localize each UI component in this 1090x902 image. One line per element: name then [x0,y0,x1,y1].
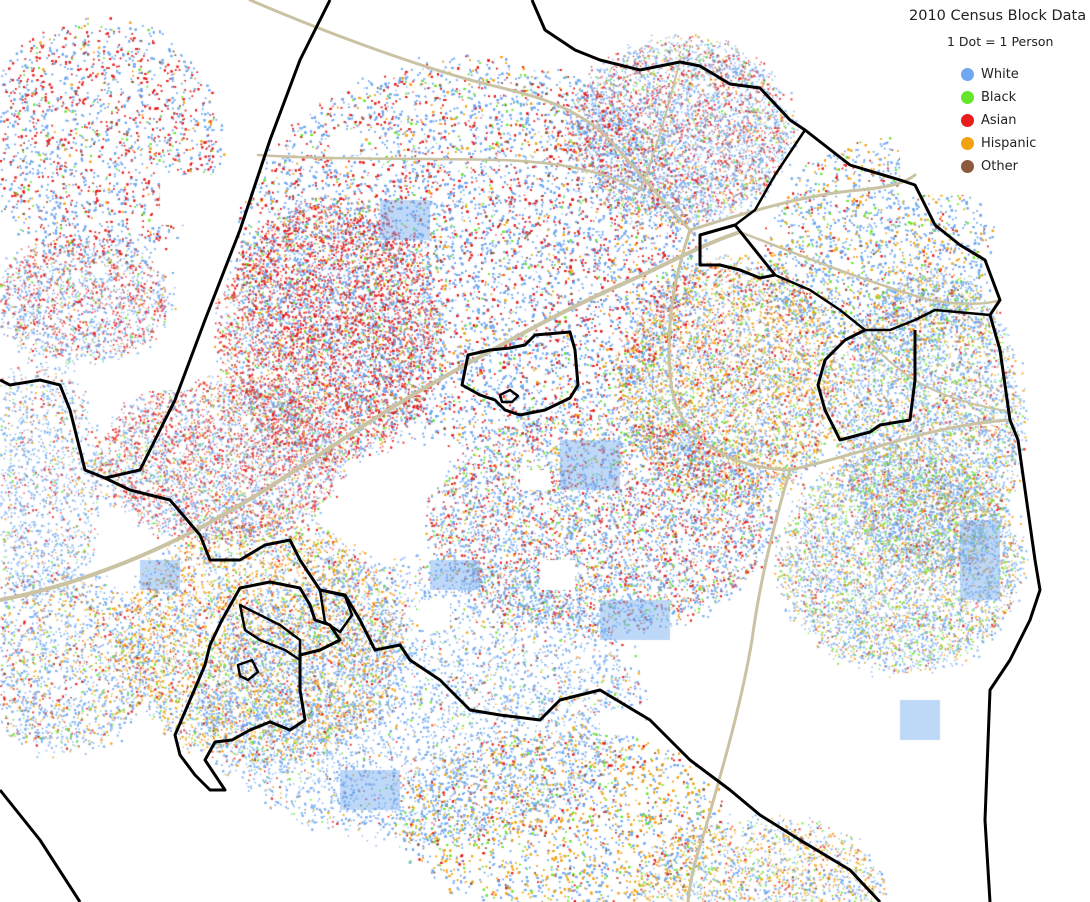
town-boundary-manassas-inner [236,658,260,682]
county-boundary-west [0,0,332,480]
highway-route-east [738,230,1002,305]
highway-route-north [248,0,692,232]
county-boundary-arlington-split [734,129,991,332]
town-boundary-fairfax-inner [498,388,520,404]
highway-route-central [256,153,642,192]
city-boundary-manassas [173,580,342,792]
city-boundary-fairfax [460,330,580,417]
city-boundary-manassas-park [238,603,302,662]
county-boundary-southwest [0,789,82,902]
map-legend: 2010 Census Block Data 1 Dot = 1 Person … [906,8,1087,178]
highway-beltway [667,228,1012,472]
highway-route-west [0,230,742,602]
legend-swatch-white [961,68,974,81]
legend-item-other: Other [961,155,1084,178]
legend-title: 2010 Census Block Data [909,8,1087,24]
highway-route-southeast [859,329,1013,413]
city-boundary-falls-church [698,223,777,280]
legend-label-asian: Asian [981,113,1017,128]
legend-swatch-black [961,91,974,104]
highway-network [0,0,1013,902]
jurisdiction-boundaries [0,0,1042,902]
legend-item-asian: Asian [961,109,1084,132]
highway-route-north-spur [639,59,681,191]
legend-swatch-other [961,160,974,173]
county-boundary-outer [530,0,1042,902]
city-boundary-alexandria [816,328,917,442]
legend-label-other: Other [981,159,1018,174]
legend-swatch-asian [961,114,974,127]
highway-route-northeast [688,173,917,232]
town-boundary-small-west [318,588,354,634]
legend-item-black: Black [961,86,1084,109]
highway-route-south [686,468,792,902]
legend-label-white: White [981,67,1019,82]
legend-list: White Black Asian Hispanic Other [906,63,1084,178]
legend-item-hispanic: Hispanic [961,132,1084,155]
legend-label-black: Black [981,90,1017,105]
legend-swatch-hispanic [961,137,974,150]
legend-label-hispanic: Hispanic [981,136,1037,151]
legend-scale: 1 Dot = 1 Person [947,34,1054,49]
county-boundary-south [104,476,882,902]
legend-item-white: White [961,63,1084,86]
